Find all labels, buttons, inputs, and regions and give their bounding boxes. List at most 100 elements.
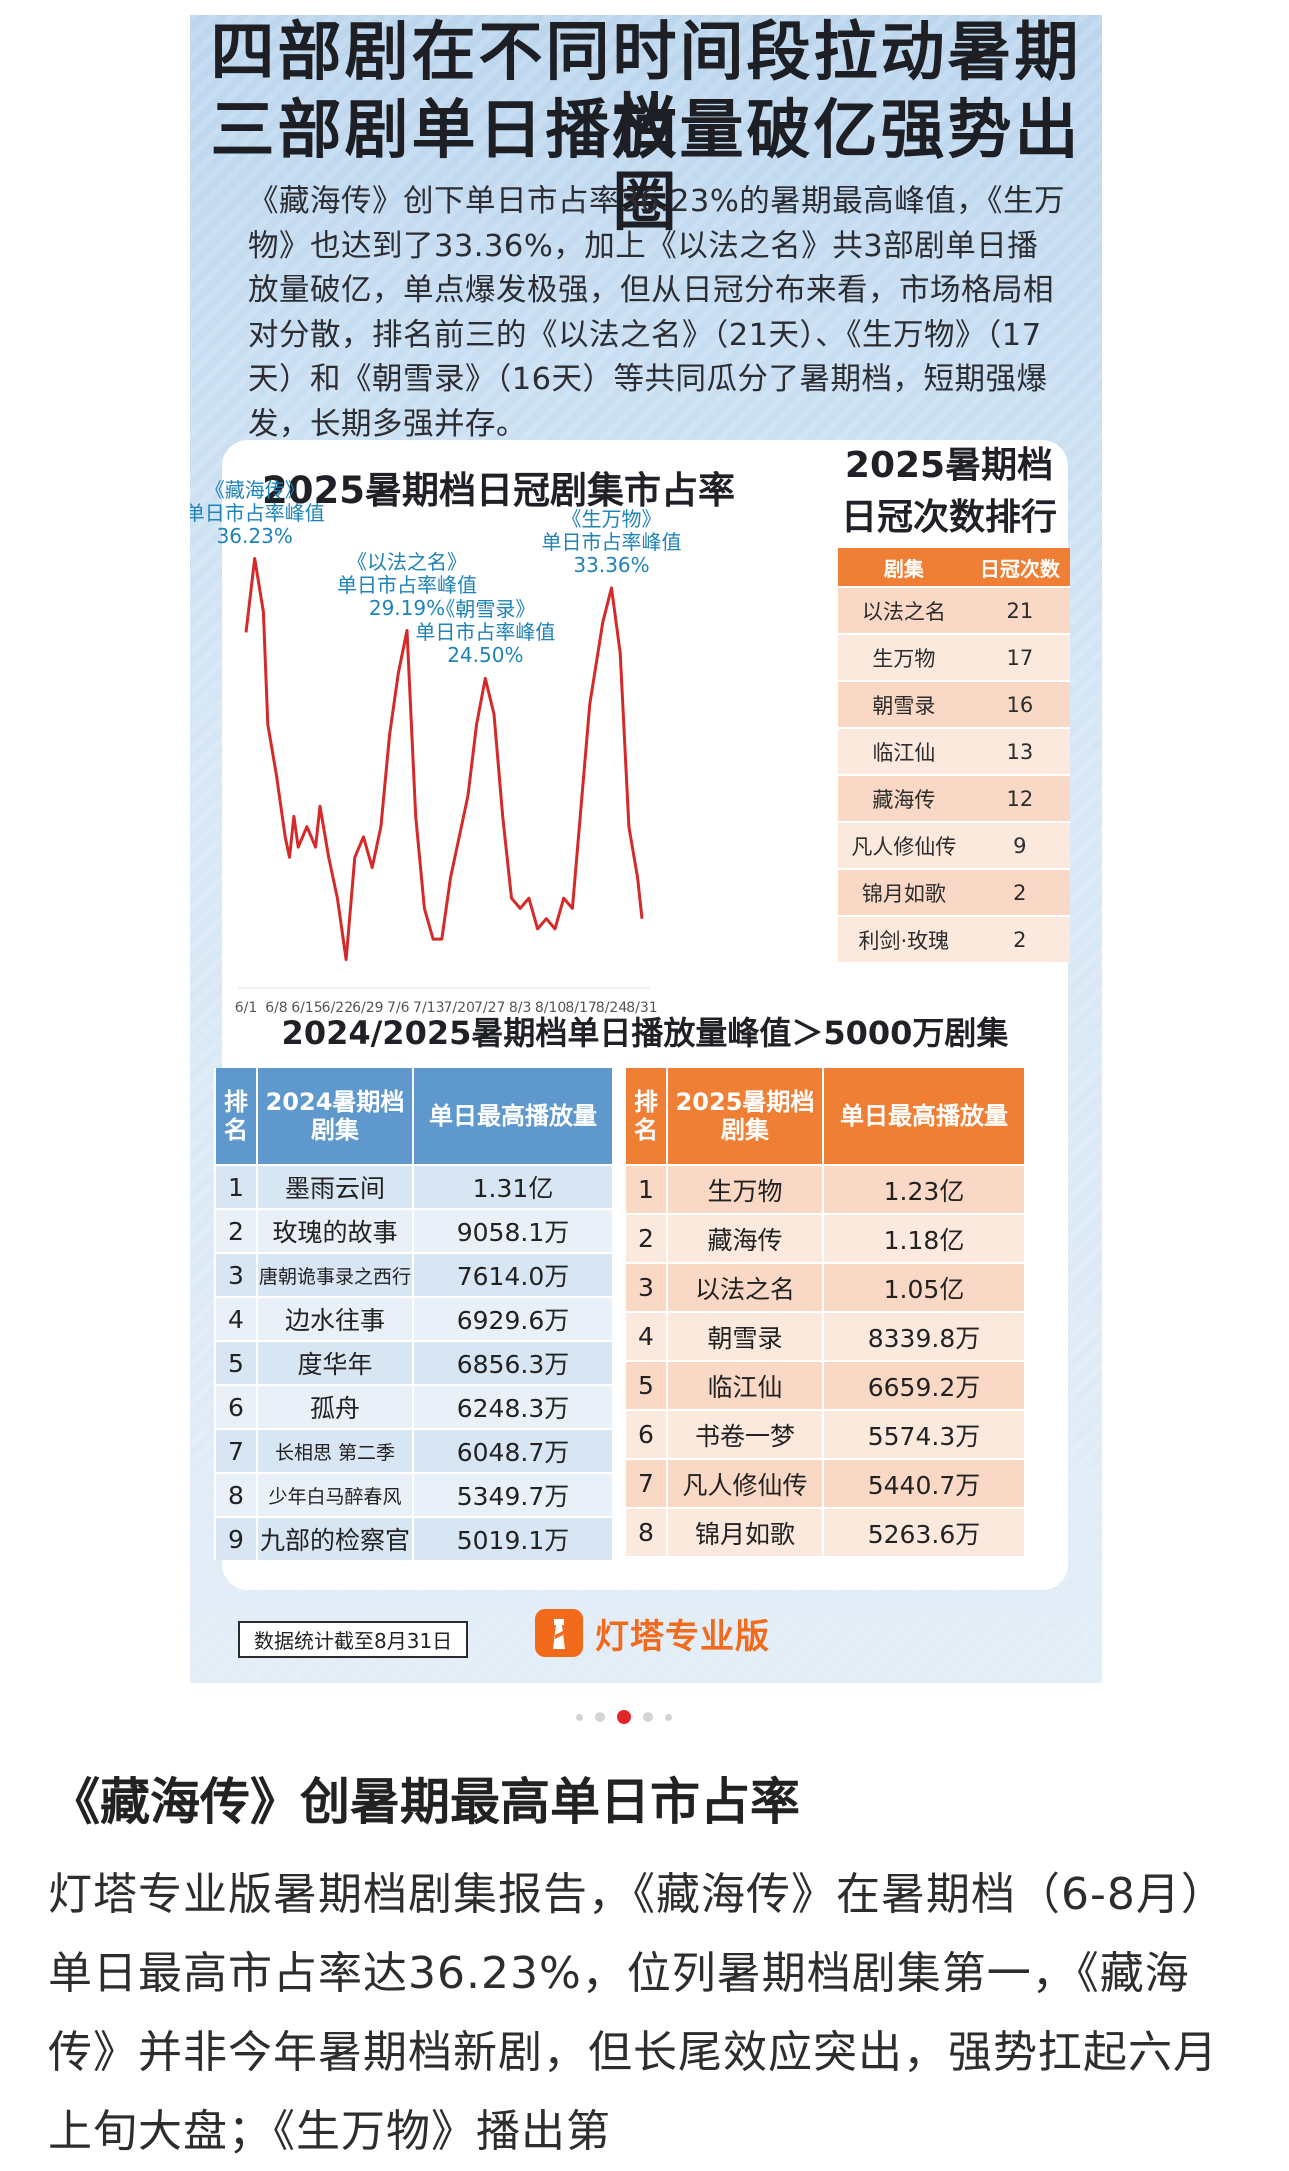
ranking-title-line-2: 日冠次数排行 [834,492,1064,544]
carousel-indicator[interactable] [576,1710,672,1724]
table-2024-cell: 九部的检察官 [257,1517,413,1560]
table-2024-cell: 6048.7万 [413,1429,612,1473]
table-2025-cell: 2 [625,1214,667,1263]
ranking-table-cell: 藏海传 [838,775,970,822]
table-2024-cell: 9 [215,1517,257,1560]
ranking-table-cell: 生万物 [838,634,970,681]
table-2024-cell: 度华年 [257,1341,413,1385]
article-title: 《藏海传》创暑期最高单日市占率 [50,1762,800,1834]
ranking-table-cell: 9 [970,822,1070,869]
ranking-title-line-1: 2025暑期档 [834,440,1064,492]
table-2025-cell: 书卷一梦 [667,1410,823,1459]
ranking-table-cell: 16 [970,681,1070,728]
annotation-name: 《朝雪录》 [410,598,560,621]
column-header-drama-2025: 2025暑期档剧集 [667,1068,823,1165]
article-body: 灯塔专业版暑期档剧集报告，《藏海传》在暑期档（6-8月）单日最高市占率达36.2… [48,1855,1248,2171]
table-2025-cell: 朝雪录 [667,1312,823,1361]
infographic-image[interactable]: 四部剧在不同时间段拉动暑期档 三部剧单日播放量破亿强势出圈 《藏海传》创下单日市… [190,15,1102,1683]
peak-tables-title: 2024/2025暑期档单日播放量峰值＞5000万剧集 [222,1008,1068,1054]
ranking-title: 2025暑期档 日冠次数排行 [834,440,1064,544]
annotation-label: 单日市占率峰值 [332,574,482,597]
annotation-name: 《以法之名》 [332,551,482,574]
table-2025-cell: 1 [625,1165,667,1214]
ranking-table-cell: 临江仙 [838,728,970,775]
table-2025-cell: 1.05亿 [823,1263,1024,1312]
table-2024-cell: 6 [215,1385,257,1429]
ranking-table-cell: 2 [970,916,1070,962]
table-2024-cell: 6929.6万 [413,1297,612,1341]
annotation-value: 36.23% [190,525,330,548]
column-header-champion-days: 日冠次数 [970,548,1070,587]
table-2025-cell: 藏海传 [667,1214,823,1263]
carousel-dot[interactable] [576,1714,583,1721]
table-2024-cell: 5 [215,1341,257,1385]
ranking-table-cell: 锦月如歌 [838,869,970,916]
table-2025-cell: 6 [625,1410,667,1459]
annotation-value: 24.50% [410,644,560,667]
annotation-label: 单日市占率峰值 [410,621,560,644]
carousel-dot[interactable] [665,1714,672,1721]
lighthouse-icon [535,1609,583,1657]
table-2024-cell: 6856.3万 [413,1341,612,1385]
table-2025-cell: 8339.8万 [823,1312,1024,1361]
table-2024-cell: 孤舟 [257,1385,413,1429]
annotation-label: 单日市占率峰值 [537,531,687,554]
table-2024-cell: 唐朝诡事录之西行 [257,1253,413,1297]
column-header-rank: 排名 [625,1068,667,1165]
table-2024-cell: 长相思 第二季 [257,1429,413,1473]
column-header-drama: 剧集 [838,548,970,587]
table-2025-cell: 5440.7万 [823,1459,1024,1508]
table-2024-cell: 9058.1万 [413,1209,612,1253]
table-2025-cell: 5263.6万 [823,1508,1024,1556]
column-header-drama-2024: 2024暑期档剧集 [257,1068,413,1165]
column-header-rank: 排名 [215,1068,257,1165]
column-header-peak-views: 单日最高播放量 [413,1068,612,1165]
table-2025-cell: 凡人修仙传 [667,1459,823,1508]
table-2025-cell: 1.18亿 [823,1214,1024,1263]
ranking-table-cell: 12 [970,775,1070,822]
table-2025-cell: 生万物 [667,1165,823,1214]
table-2024-cell: 7 [215,1429,257,1473]
table-2025-cell: 7 [625,1459,667,1508]
annotation-name: 《藏海传》 [190,479,330,502]
table-2025-cell: 锦月如歌 [667,1508,823,1556]
table-2025-cell: 3 [625,1263,667,1312]
table-2025-cell: 5 [625,1361,667,1410]
annotation-name: 《生万物》 [537,508,687,531]
table-2024-cell: 4 [215,1297,257,1341]
ranking-table-cell: 13 [970,728,1070,775]
table-2024-cell: 5019.1万 [413,1517,612,1560]
carousel-dot[interactable] [643,1712,653,1722]
carousel-dot[interactable] [617,1710,631,1724]
annotation-value: 33.36% [537,554,687,577]
logo-text: 灯塔专业版 [595,1609,770,1658]
table-2025-cell: 临江仙 [667,1361,823,1410]
carousel-dot[interactable] [595,1712,605,1722]
table-2024-cell: 7614.0万 [413,1253,612,1297]
